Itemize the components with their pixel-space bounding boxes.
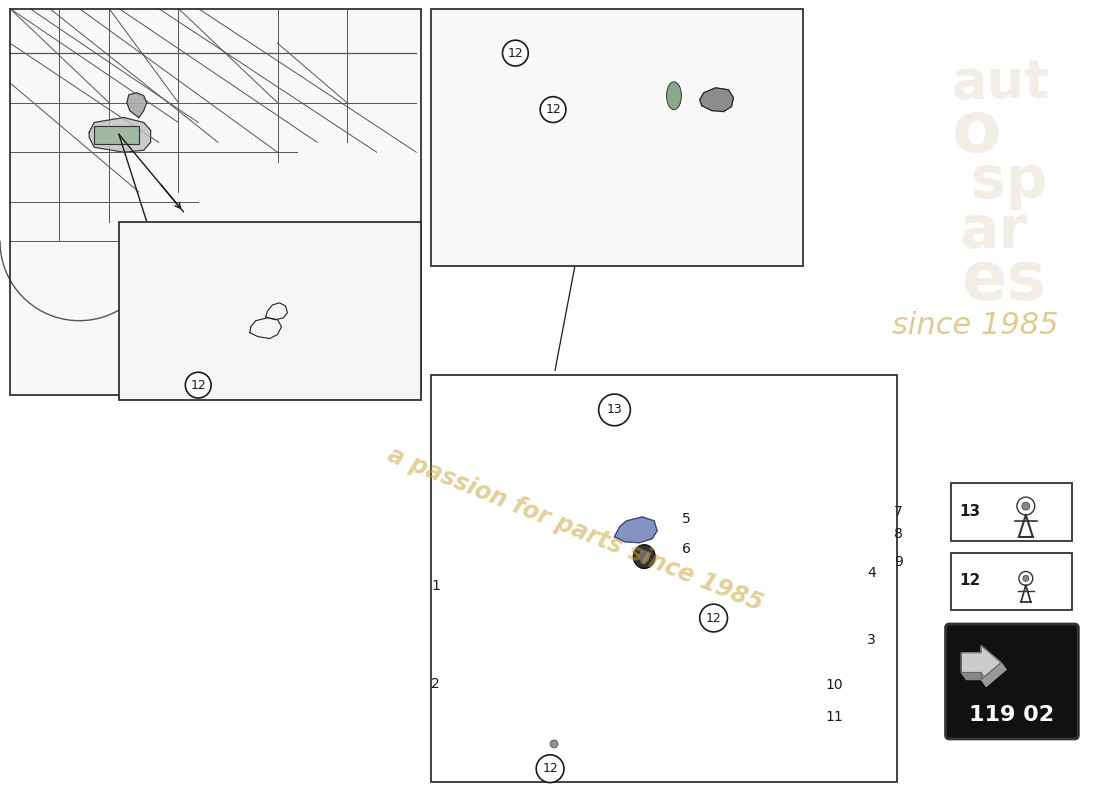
Circle shape [210,342,216,349]
Circle shape [503,40,528,66]
FancyBboxPatch shape [547,660,630,694]
Bar [431,375,896,782]
Circle shape [788,687,798,698]
Bar [95,126,139,144]
Circle shape [598,394,630,426]
Circle shape [210,300,216,306]
Ellipse shape [667,82,681,110]
Circle shape [536,755,564,782]
Ellipse shape [856,538,868,543]
Ellipse shape [606,569,623,628]
Text: es: es [961,248,1046,314]
Polygon shape [265,303,287,320]
Circle shape [781,624,805,648]
Ellipse shape [638,550,650,563]
Ellipse shape [855,565,870,572]
Ellipse shape [722,577,736,620]
Text: sp: sp [971,154,1048,210]
Polygon shape [961,646,1001,679]
Bar [119,222,421,400]
Circle shape [784,716,802,734]
Polygon shape [732,527,850,602]
Bar [679,577,728,620]
Circle shape [546,736,562,752]
Circle shape [540,97,565,122]
FancyBboxPatch shape [742,550,766,582]
FancyBboxPatch shape [946,624,1078,739]
Polygon shape [615,517,657,542]
Text: 13: 13 [606,403,623,417]
Text: 9: 9 [894,554,903,569]
Polygon shape [446,646,672,727]
Text: 6: 6 [682,542,691,556]
Polygon shape [795,594,801,624]
Ellipse shape [854,515,871,523]
Text: 119 02: 119 02 [969,705,1055,725]
Bar [10,9,421,395]
Text: 12: 12 [507,46,524,60]
Ellipse shape [217,314,229,337]
Circle shape [508,546,522,561]
Bar [674,88,704,104]
Ellipse shape [858,518,867,521]
Circle shape [769,553,796,580]
Ellipse shape [847,562,877,575]
Ellipse shape [572,554,597,643]
Polygon shape [506,727,603,749]
Ellipse shape [634,545,656,569]
Bar [455,554,585,643]
Bar [223,318,248,330]
Circle shape [784,683,802,702]
Text: 5: 5 [682,512,691,526]
Text: 7: 7 [894,505,903,519]
Text: 2: 2 [431,678,440,691]
Text: 8: 8 [894,527,903,541]
Text: 12: 12 [546,103,561,116]
Text: 12: 12 [959,573,981,588]
Polygon shape [250,318,282,338]
Circle shape [550,740,558,748]
Polygon shape [89,118,151,152]
Text: 10: 10 [826,678,844,693]
Text: 12: 12 [542,762,558,775]
Polygon shape [981,662,1007,686]
Circle shape [700,604,727,632]
Circle shape [1023,575,1028,582]
Polygon shape [700,88,734,111]
Text: 11: 11 [826,710,844,724]
Polygon shape [126,93,146,118]
Ellipse shape [443,554,469,643]
Bar [595,82,674,110]
Polygon shape [585,63,724,122]
Bar [139,271,396,370]
Circle shape [157,300,164,306]
Bar [952,483,1072,541]
Polygon shape [961,673,987,679]
Polygon shape [154,303,245,346]
Bar [952,553,1072,610]
Bar [585,569,679,628]
Circle shape [788,720,798,730]
Circle shape [1022,502,1030,510]
Polygon shape [741,602,850,670]
FancyBboxPatch shape [458,660,541,694]
Circle shape [157,342,164,349]
Text: 12: 12 [190,378,206,392]
Text: 12: 12 [706,611,722,625]
Circle shape [185,372,211,398]
Text: 3: 3 [867,633,876,647]
Text: since 1985: since 1985 [892,311,1058,340]
Text: 4: 4 [867,566,876,581]
Bar [694,509,867,682]
Text: 1: 1 [431,579,440,594]
Bar [10,9,421,395]
Text: 13: 13 [959,503,980,518]
Text: ar: ar [959,203,1027,260]
Text: o: o [952,98,1001,167]
Bar [431,9,803,266]
Bar [158,314,223,337]
Ellipse shape [850,535,875,546]
Text: aut: aut [952,57,1049,109]
Text: a passion for parts since 1985: a passion for parts since 1985 [384,442,766,615]
